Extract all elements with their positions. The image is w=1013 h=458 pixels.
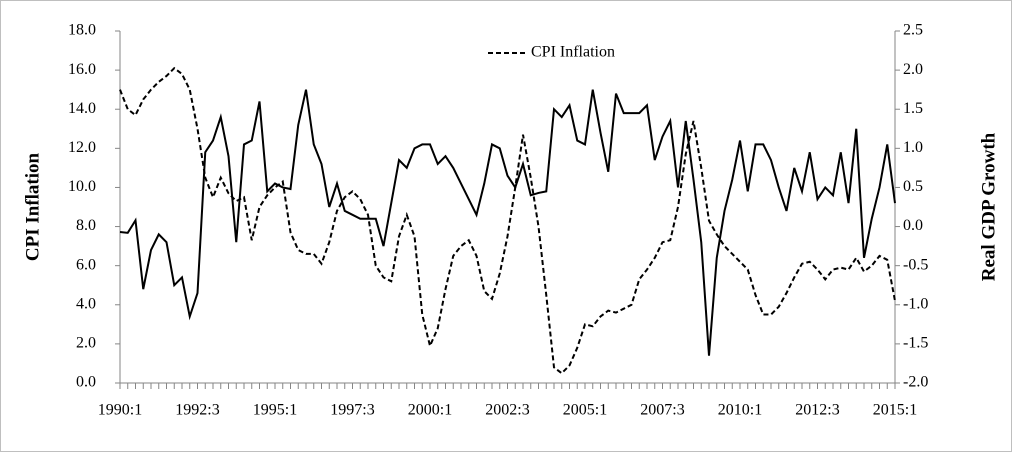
x-tick-label: 2015:1 (873, 402, 917, 419)
x-tick-label: 1995:1 (253, 402, 297, 419)
y2-tick-label: 1.0 (903, 139, 923, 156)
y-tick-label: 10.0 (68, 178, 96, 195)
y2-tick-label: -0.5 (903, 256, 928, 273)
y2-tick-label: -1.0 (903, 295, 928, 312)
x-tick-label: 2012:3 (795, 402, 839, 419)
y-tick-label: 16.0 (68, 61, 96, 78)
y2-tick-label: 0.0 (903, 217, 923, 234)
x-tick-label: 1990:1 (98, 402, 142, 419)
y-axis-label: CPI Inflation (22, 152, 43, 261)
y2-tick-label: -1.5 (903, 335, 928, 352)
y2-tick-label: 2.5 (903, 22, 923, 39)
y2-tick-label: -2.0 (903, 374, 928, 391)
x-tick-label: 2010:1 (718, 402, 762, 419)
x-tick-label: 2005:1 (563, 402, 607, 419)
y2-axis-label: Real GDP Growth (978, 132, 999, 281)
x-tick-label: 1997:3 (330, 402, 374, 419)
x-tick-label: 2000:1 (408, 402, 452, 419)
series-line (119, 89, 896, 356)
x-tick-label: 1992:3 (175, 402, 219, 419)
x-tick-label: 2007:3 (640, 402, 684, 419)
x-tick-label: 2002:3 (485, 402, 529, 419)
y2-tick-label: 1.5 (903, 100, 923, 117)
y-tick-label: 8.0 (76, 217, 96, 234)
y-tick-label: 0.0 (76, 374, 96, 391)
y-tick-label: 4.0 (76, 295, 96, 312)
series-line (119, 66, 896, 375)
y-tick-label: 2.0 (76, 335, 96, 352)
legend-label: CPI Inflation (531, 44, 615, 61)
y2-tick-label: 2.0 (903, 61, 923, 78)
y-tick-label: 6.0 (76, 256, 96, 273)
y2-tick-label: 0.5 (903, 178, 923, 195)
y-tick-label: 12.0 (68, 139, 96, 156)
y-tick-label: 18.0 (68, 22, 96, 39)
y-tick-label: 14.0 (68, 100, 96, 117)
